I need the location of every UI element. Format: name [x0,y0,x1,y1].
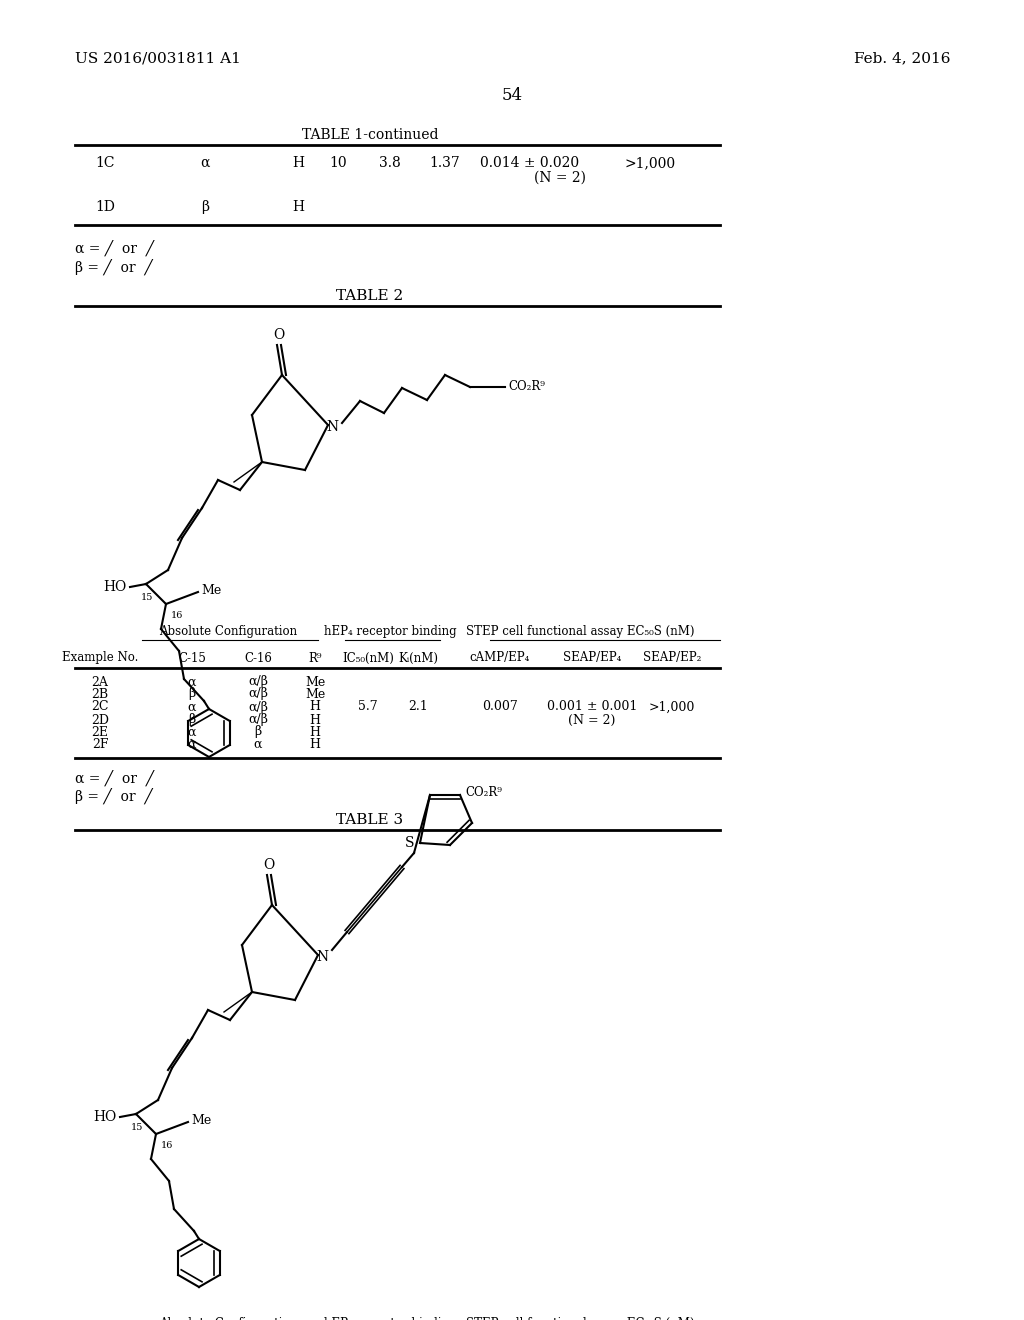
Text: H: H [309,726,321,738]
Text: 15: 15 [141,593,154,602]
Text: US 2016/0031811 A1: US 2016/0031811 A1 [75,51,241,65]
Text: (N = 2): (N = 2) [568,714,615,726]
Text: H: H [309,714,321,726]
Text: H: H [292,156,304,170]
Text: O: O [263,858,274,873]
Text: β: β [254,726,261,738]
Text: 2E: 2E [91,726,109,738]
Text: β: β [201,201,209,214]
Text: R⁹: R⁹ [308,652,322,664]
Text: S: S [406,836,415,850]
Text: cAMP/EP₄: cAMP/EP₄ [470,652,530,664]
Text: α: α [254,738,262,751]
Text: HO: HO [103,579,126,594]
Text: α: α [187,676,197,689]
Text: 0.014 ± 0.020: 0.014 ± 0.020 [480,156,580,170]
Text: α/β: α/β [248,714,268,726]
Text: Me: Me [305,676,326,689]
Text: 0.001 ± 0.001: 0.001 ± 0.001 [547,701,637,714]
Text: hEP₄ receptor binding: hEP₄ receptor binding [324,1317,457,1320]
Text: N: N [316,950,328,964]
Text: >1,000: >1,000 [625,156,676,170]
Text: α = ╱  or  ╱: α = ╱ or ╱ [75,770,155,787]
Text: α: α [187,701,197,714]
Text: Kᵢ(nM): Kᵢ(nM) [398,652,438,664]
Text: CO₂R⁹: CO₂R⁹ [508,380,545,393]
Text: TABLE 1-continued: TABLE 1-continued [302,128,438,143]
Text: H: H [292,201,304,214]
Text: 5.7: 5.7 [358,701,378,714]
Text: 2.1: 2.1 [409,701,428,714]
Text: Feb. 4, 2016: Feb. 4, 2016 [853,51,950,65]
Text: 2D: 2D [91,714,109,726]
Text: N: N [326,420,338,434]
Text: β: β [188,714,196,726]
Text: >1,000: >1,000 [649,701,695,714]
Text: Example No.: Example No. [61,652,138,664]
Text: 3.8: 3.8 [379,156,400,170]
Text: Me: Me [305,688,326,701]
Text: C-16: C-16 [244,652,272,664]
Text: Me: Me [191,1114,211,1127]
Text: C-15: C-15 [178,652,206,664]
Text: HO: HO [93,1110,117,1125]
Text: α/β: α/β [248,701,268,714]
Text: TABLE 3: TABLE 3 [337,813,403,828]
Text: 0.007: 0.007 [482,701,518,714]
Text: 1D: 1D [95,201,115,214]
Text: 1.37: 1.37 [430,156,461,170]
Text: H: H [309,701,321,714]
Text: Absolute Configuration: Absolute Configuration [159,626,297,639]
Text: CO₂R⁹: CO₂R⁹ [465,787,502,800]
Text: α = ╱  or  ╱: α = ╱ or ╱ [75,240,155,256]
Text: 54: 54 [502,87,522,103]
Text: STEP cell functional assay EC₅₀S (nM): STEP cell functional assay EC₅₀S (nM) [466,626,694,639]
Text: α/β: α/β [248,688,268,701]
Text: 16: 16 [171,611,183,620]
Text: H: H [309,738,321,751]
Text: 10: 10 [329,156,347,170]
Text: 2C: 2C [91,701,109,714]
Text: β = ╱  or  ╱: β = ╱ or ╱ [75,259,153,275]
Text: O: O [273,327,285,342]
Text: 2A: 2A [91,676,109,689]
Text: IC₅₀(nM): IC₅₀(nM) [342,652,394,664]
Text: β: β [188,688,196,701]
Text: Absolute Configuration: Absolute Configuration [159,1317,297,1320]
Text: α/β: α/β [248,676,268,689]
Text: SEAP/EP₄: SEAP/EP₄ [563,652,622,664]
Text: hEP₄ receptor binding: hEP₄ receptor binding [324,626,457,639]
Text: α: α [201,156,210,170]
Text: STEP cell functional assay EC₅₀S (nM): STEP cell functional assay EC₅₀S (nM) [466,1317,694,1320]
Text: 2B: 2B [91,688,109,701]
Text: Me: Me [201,585,221,598]
Text: 2F: 2F [92,738,109,751]
Text: 1C: 1C [95,156,115,170]
Text: β = ╱  or  ╱: β = ╱ or ╱ [75,788,153,804]
Text: α: α [187,726,197,738]
Text: α: α [187,738,197,751]
Text: SEAP/EP₂: SEAP/EP₂ [643,652,701,664]
Text: TABLE 2: TABLE 2 [336,289,403,304]
Text: 16: 16 [161,1142,173,1151]
Text: (N = 2): (N = 2) [534,172,586,185]
Text: 15: 15 [131,1122,143,1131]
